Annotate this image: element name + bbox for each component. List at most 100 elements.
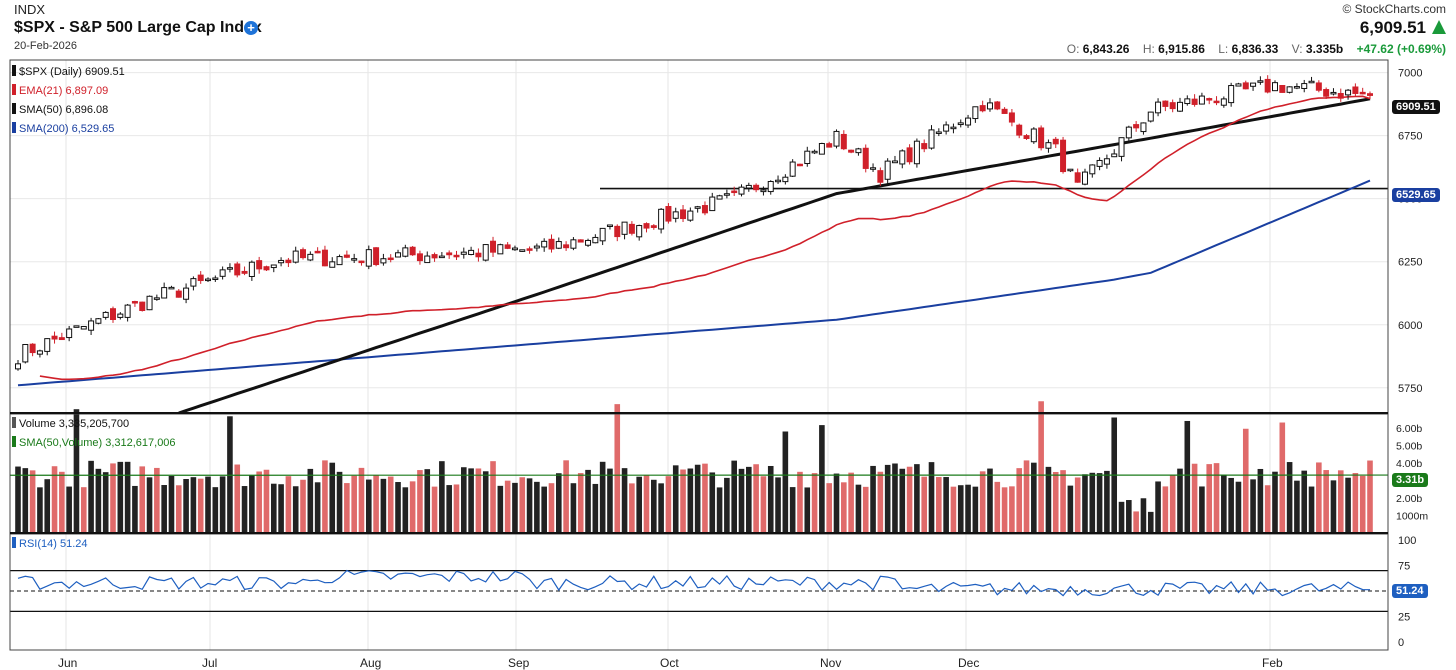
candle-body: [621, 221, 628, 235]
candle: [818, 142, 825, 155]
ohlc-readout: O: 6,843.26 H: 6,915.86 L: 6,836.33 V: 3…: [1057, 42, 1446, 56]
candle-body: [343, 254, 350, 258]
candle: [475, 248, 482, 262]
candle: [1367, 91, 1373, 100]
volume-bar: [541, 486, 547, 533]
candle-body: [921, 143, 928, 150]
candle-body: [782, 176, 789, 183]
volume-bar: [987, 468, 993, 533]
price-tick-label: 6250: [1398, 257, 1422, 269]
candle-body: [131, 301, 138, 304]
volume-bar: [892, 463, 898, 533]
volume-bar: [278, 484, 284, 533]
volume-bar: [205, 476, 211, 533]
volume-bar: [490, 461, 496, 533]
candle-body: [1330, 91, 1337, 95]
candle-body: [672, 211, 679, 219]
candle: [577, 239, 584, 243]
price-axis: 575060006250650067507000: [1398, 68, 1422, 395]
volume-bar: [548, 483, 555, 533]
price-tick-label: 6750: [1398, 131, 1422, 143]
candle: [395, 249, 402, 258]
candle: [519, 249, 526, 252]
candle-body: [840, 133, 847, 150]
candle: [1118, 137, 1125, 162]
candle-body: [205, 278, 212, 282]
volume-tick-label: 2.00b: [1396, 493, 1422, 505]
add-icon[interactable]: +: [244, 21, 258, 35]
candle: [585, 238, 592, 247]
candle-body: [1147, 111, 1154, 122]
candle-body: [1235, 83, 1242, 87]
volume-bar: [1206, 464, 1213, 533]
candle-body: [1008, 112, 1015, 123]
volume-bar: [1352, 473, 1359, 533]
candle-body: [373, 247, 380, 266]
candle: [241, 266, 248, 276]
candle-body: [1198, 95, 1205, 105]
candle-body: [943, 124, 950, 132]
candle-body: [490, 240, 497, 253]
price-tick-label: 7000: [1398, 68, 1422, 80]
candle: [343, 250, 350, 259]
volume-bar: [1294, 480, 1300, 533]
volume-bar: [526, 478, 533, 533]
volume-bar: [928, 462, 935, 533]
volume-bar: [994, 481, 1001, 533]
candle: [234, 261, 241, 278]
candle: [570, 237, 577, 251]
volume-bar: [168, 475, 175, 533]
candle-body: [870, 167, 877, 170]
candle: [658, 208, 665, 234]
volume-bar: [409, 481, 416, 533]
candle-body: [15, 363, 21, 370]
candle: [1038, 125, 1045, 151]
candle: [256, 256, 263, 274]
sma50-path: [178, 97, 1371, 415]
volume-bar: [1359, 475, 1366, 533]
volume-bar: [263, 469, 270, 533]
volume-bar: [387, 476, 394, 533]
candle-body: [402, 247, 409, 257]
volume-bar: [665, 476, 672, 533]
candle: [270, 264, 277, 273]
candle: [1293, 83, 1300, 90]
volume-bar: [1023, 460, 1030, 533]
volume-bar: [658, 483, 664, 533]
volume-bar: [797, 471, 803, 533]
volume-bar: [212, 487, 219, 533]
legend-price-text: $SPX (Daily) 6909.51: [19, 66, 125, 78]
candle-body: [1279, 85, 1286, 93]
candle-body: [1162, 100, 1169, 107]
candle: [358, 260, 365, 266]
candle-body: [1323, 89, 1330, 97]
candle-body: [80, 326, 87, 330]
candle: [1169, 99, 1176, 113]
brand-logo[interactable]: © StockCharts.com: [1342, 2, 1446, 16]
volume-bar: [1089, 472, 1096, 533]
candle-body: [1286, 86, 1293, 93]
candle-body: [256, 260, 263, 270]
candle: [351, 253, 358, 263]
candle-body: [1213, 100, 1220, 104]
candle: [906, 144, 913, 165]
candle: [994, 100, 1001, 111]
candle: [1264, 75, 1271, 94]
volume-bar: [117, 461, 124, 533]
candle: [1206, 97, 1213, 105]
candle-body: [1228, 85, 1235, 104]
volume-bar: [1191, 463, 1198, 533]
candle-body: [965, 117, 972, 126]
candle-body: [1264, 78, 1271, 93]
chart-title: $SPX - S&P 500 Large Cap Index: [14, 19, 262, 36]
x-tick-label: Feb: [1262, 656, 1283, 670]
candle-body: [1030, 128, 1037, 143]
legend-sma200-text: SMA(200) 6,529.65: [19, 123, 115, 135]
volume-bar: [219, 476, 226, 533]
candle-body: [1155, 101, 1162, 114]
candle: [409, 245, 416, 256]
candle: [672, 207, 679, 223]
candle: [592, 234, 599, 244]
candle: [1250, 82, 1257, 91]
candle-body: [650, 225, 657, 228]
